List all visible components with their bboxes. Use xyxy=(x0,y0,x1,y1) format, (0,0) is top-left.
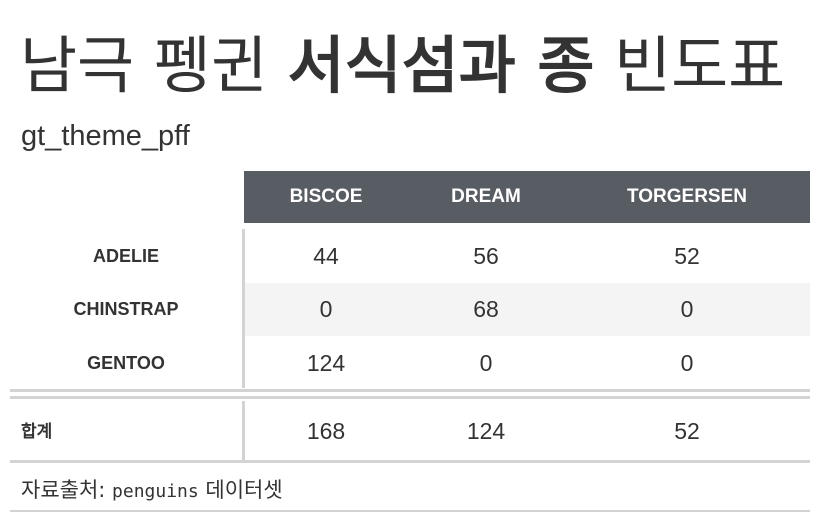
column-header-biscoe: BISCOE xyxy=(289,186,363,207)
summary-divider-bottom xyxy=(10,396,810,399)
table-bottom-rule xyxy=(10,460,810,463)
title-part-1: 남극 펭귄 xyxy=(20,29,288,102)
column-header-dream: DREAM xyxy=(451,186,521,207)
table-cell: 52 xyxy=(674,243,700,269)
table-cell: 56 xyxy=(473,243,499,269)
summary-cell: 52 xyxy=(674,418,700,444)
row-label-chinstrap: CHINSTRAP xyxy=(73,299,179,319)
summary-divider-top xyxy=(10,389,810,392)
table-title: 남극 펭귄 서식섬과 종 빈도표 xyxy=(20,26,785,106)
column-header-torgersen: TORGERSEN xyxy=(626,186,747,207)
row-label-gentoo: GENTOO xyxy=(87,353,165,373)
source-code: penguins xyxy=(112,481,199,502)
title-part-2-bold: 서식섬과 종 xyxy=(287,29,595,102)
title-part-3: 빈도표 xyxy=(594,29,786,102)
table-cell: 68 xyxy=(473,296,499,322)
source-note: 자료출처: penguins 데이터셋 xyxy=(21,473,283,507)
source-suffix: 데이터셋 xyxy=(198,478,283,502)
row-stripe xyxy=(244,283,810,336)
table-cell: 124 xyxy=(306,350,346,376)
table-cell: 0 xyxy=(680,350,694,376)
stub-divider-summary xyxy=(242,401,245,460)
table-cell: 0 xyxy=(319,296,333,322)
table-cell: 0 xyxy=(479,350,493,376)
summary-cell: 168 xyxy=(306,418,346,444)
column-header-band xyxy=(244,171,810,223)
source-prefix: 자료출처: xyxy=(21,478,113,502)
summary-label: 합계 xyxy=(21,422,53,442)
row-label-adelie: ADELIE xyxy=(92,246,159,266)
table-subtitle: gt_theme_pff xyxy=(21,120,190,152)
table-cell: 0 xyxy=(680,296,694,322)
table-cell: 44 xyxy=(313,243,339,269)
stub-divider-body xyxy=(242,229,245,388)
summary-cell: 124 xyxy=(466,418,506,444)
footer-rule xyxy=(10,510,810,512)
